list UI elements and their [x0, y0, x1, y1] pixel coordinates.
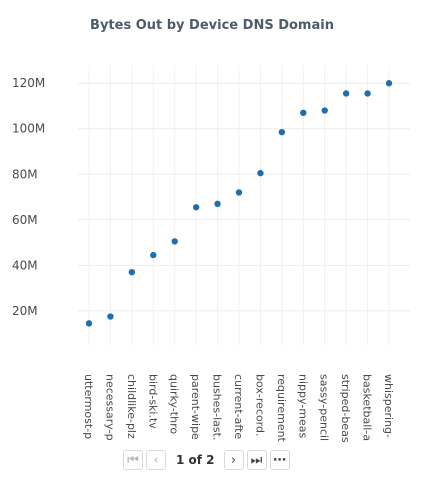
data-point[interactable] [192, 204, 200, 211]
x-axis-ticks: uttermost-p necessary-p childlike-plz bird-… [82, 374, 395, 443]
x-tick-label: necessary-p [103, 374, 116, 441]
data-point[interactable] [300, 109, 307, 117]
x-tick-label: parent-wipe [189, 374, 202, 440]
data-point[interactable] [214, 200, 221, 208]
x-tick-label: current-afte [232, 374, 245, 439]
data-point[interactable] [278, 128, 286, 136]
pagination: ⏮ ‹ 1 of 2 › ⏭ ⋯ [123, 449, 293, 471]
last-page-icon[interactable]: ⏭ [246, 450, 267, 470]
y-tick-label: 80M [12, 167, 38, 181]
x-tick-label: box-record. [253, 374, 266, 437]
x-tick-label: uttermost-p [82, 374, 95, 439]
x-tick-label: bird-ski.tv [146, 374, 159, 429]
data-point[interactable] [150, 251, 157, 259]
data-point[interactable] [342, 90, 350, 97]
data-point[interactable] [385, 80, 393, 87]
x-tick-label: basketball-a [361, 374, 374, 441]
data-point[interactable] [85, 320, 93, 327]
x-tick-label: bushes-last. [211, 374, 224, 440]
scatter-chart: 20M 40M 60M 80M 100M 120M uttermost-p necessar… [12, 65, 410, 443]
next-page-icon[interactable]: › [223, 450, 244, 470]
chart-title: Bytes Out by Device DNS Domain [90, 18, 334, 33]
x-tick-label: requirement [275, 374, 288, 443]
data-point[interactable] [235, 189, 243, 196]
page-indicator: 1 of 2 [176, 453, 215, 467]
x-tick-label: striped-beas [339, 374, 352, 443]
y-tick-label: 100M [12, 122, 45, 136]
x-tick-label: sassy-pencil [318, 374, 331, 441]
data-point[interactable] [171, 238, 178, 245]
x-tick-label: quirky-thro [168, 374, 181, 434]
previous-page-icon[interactable]: ‹ [146, 450, 166, 470]
grid-lines [78, 65, 410, 345]
y-tick-label: 40M [12, 258, 38, 272]
x-tick-label: nippy-meas [296, 374, 309, 439]
first-page-icon[interactable]: ⏮ [123, 450, 143, 470]
y-axis-ticks: 20M 40M 60M 80M 100M 120M [12, 76, 45, 318]
y-tick-label: 20M [12, 304, 38, 318]
data-point[interactable] [128, 268, 136, 276]
y-tick-label: 120M [12, 76, 45, 90]
y-tick-label: 60M [12, 213, 38, 227]
data-point[interactable] [321, 107, 328, 114]
x-tick-label: whispering- [382, 374, 395, 438]
data-point[interactable] [107, 313, 114, 320]
data-point[interactable] [364, 90, 371, 97]
more-options-icon[interactable]: ⋯ [269, 450, 290, 470]
data-point[interactable] [257, 169, 264, 177]
x-tick-label: childlike-plz [125, 374, 138, 439]
data-points [85, 80, 393, 327]
